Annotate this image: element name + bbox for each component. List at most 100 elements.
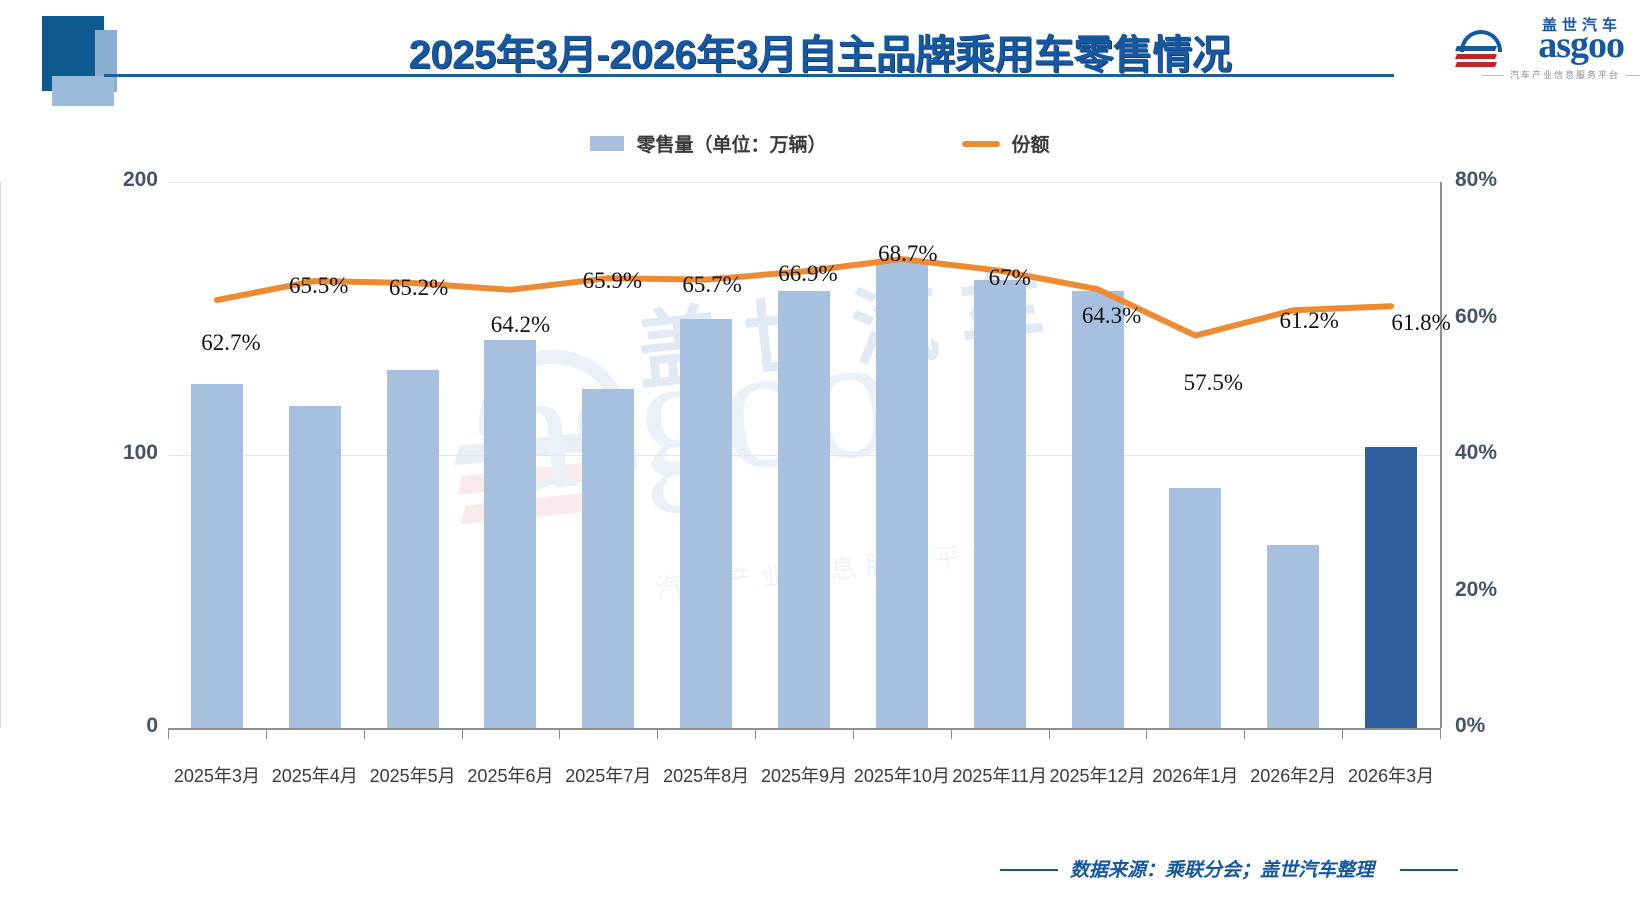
bar-slot: [1342, 182, 1440, 728]
bar[interactable]: [288, 405, 341, 728]
x-axis-label: 2025年11月: [952, 766, 1048, 786]
page-title: 2025年3月-2026年3月自主品牌乘用车零售情况: [408, 33, 1232, 77]
share-data-label: 65.7%: [682, 271, 742, 297]
bar-slot: [364, 182, 462, 728]
bar[interactable]: [1071, 291, 1124, 728]
logo-cn-name: 盖世汽车: [1541, 17, 1622, 34]
share-data-label: 67%: [988, 264, 1031, 290]
share-data-label: 65.5%: [289, 272, 349, 298]
bar-slot: [266, 182, 364, 728]
y-axis-right-tick-label: 20%: [1455, 577, 1498, 601]
x-axis-label: 2026年2月: [1250, 766, 1337, 786]
x-axis-tickmark: [461, 728, 463, 739]
x-axis-label: 2025年8月: [663, 766, 750, 786]
bar[interactable]: [1267, 545, 1320, 728]
share-data-label: 68.7%: [878, 241, 938, 267]
y-axis-left-tick-label: 0: [146, 714, 158, 737]
bar[interactable]: [777, 291, 830, 728]
legend-label-retail-volume: 零售量（单位：万辆）: [636, 135, 827, 156]
share-data-label: 64.3%: [1081, 303, 1142, 329]
y-axis-left-tick-label: 100: [122, 441, 158, 464]
share-line-series: [213, 256, 1395, 339]
x-axis-tickmark: [559, 728, 561, 739]
bar[interactable]: [582, 389, 635, 728]
footer-rule-left: [1000, 869, 1058, 871]
bar[interactable]: [875, 261, 928, 728]
share-line-path: [213, 256, 1395, 339]
x-axis-tickmark: [168, 728, 169, 739]
bar-slot: [1049, 182, 1147, 728]
x-axis-label: 2025年3月: [173, 766, 260, 786]
bar-slot: [462, 182, 560, 728]
share-data-label: 65.2%: [388, 275, 449, 300]
header-decor-light-square: [52, 76, 114, 106]
x-axis-tickmark: [1244, 728, 1246, 739]
share-data-label: 61.8%: [1391, 310, 1451, 336]
footer-source: 数据来源：乘联分会；盖世汽车整理: [1070, 860, 1375, 881]
bar[interactable]: [190, 384, 243, 728]
x-axis-tickmark: [1440, 728, 1441, 739]
legend-bar-swatch-icon: [590, 136, 625, 151]
bar-slot: [1146, 182, 1244, 728]
x-axis-tickmark: [657, 728, 659, 739]
bar-slot: [168, 182, 266, 728]
legend-line-swatch-icon: [961, 140, 1000, 147]
gasgoo-logo: 盖世汽车 asgoo 汽车产业信息服务平台: [1454, 12, 1640, 84]
x-axis-label: 2025年9月: [760, 766, 848, 786]
x-axis-label: 2026年3月: [1348, 766, 1435, 786]
share-data-label: 62.7%: [201, 330, 261, 356]
legend-item-share[interactable]: 份额: [961, 130, 1050, 157]
x-axis-tickmark: [852, 728, 854, 739]
x-axis-tickmark: [1342, 728, 1344, 739]
x-axis-tickmark: [363, 728, 365, 739]
x-axis-line: [168, 728, 1441, 730]
x-axis-tickmark: [1146, 728, 1148, 739]
bar-slot: [853, 182, 951, 728]
x-axis-label: 2025年5月: [369, 766, 456, 786]
legend-label-share: 份额: [1011, 135, 1050, 156]
bar-slot: [559, 182, 657, 728]
share-data-label: 61.2%: [1279, 308, 1339, 334]
chart-legend: 零售量（单位：万辆） 份额: [0, 130, 1640, 157]
header-rule: [104, 74, 1394, 77]
x-axis-labels: 2025年3月 2025年4月 2025年5月 2025年6月 2025年7月 2025年…: [168, 762, 1440, 792]
x-axis-tickmark: [755, 728, 757, 739]
y-axis-right-tick-label: 60%: [1455, 304, 1498, 328]
x-axis-label: 2025年7月: [565, 766, 652, 786]
y-axis-right-tick-label: 40%: [1455, 441, 1498, 464]
y-axis-right-tick-label: 0%: [1455, 714, 1486, 737]
bar-slot: [755, 182, 853, 728]
share-data-label: 65.9%: [582, 268, 643, 294]
share-data-label: 66.9%: [778, 261, 838, 287]
bar[interactable]: [1169, 487, 1222, 728]
bar[interactable]: [680, 318, 733, 728]
bar[interactable]: [1365, 446, 1418, 728]
logo-wordmark: asgoo: [1538, 24, 1625, 66]
x-axis-tickmark: [1048, 728, 1050, 739]
share-data-label: 57.5%: [1183, 369, 1244, 395]
bar-series: [168, 182, 1440, 728]
x-axis-label: 2026年1月: [1152, 766, 1239, 786]
x-axis-tickmark: [950, 728, 952, 739]
x-axis-label: 2025年6月: [467, 766, 554, 786]
bar[interactable]: [386, 370, 439, 728]
bar[interactable]: [484, 340, 537, 728]
x-axis-label: 2025年10月: [853, 766, 950, 786]
x-axis-label: 2025年4月: [271, 766, 358, 786]
logo-stripes-icon: [1455, 46, 1502, 70]
bar-slot: [1244, 182, 1342, 728]
y-axis-left-tick-label: 200: [122, 168, 158, 191]
gridline: [168, 182, 1440, 183]
logo-tagline: 汽车产业信息服务平台: [1481, 70, 1640, 80]
bar-slot: [657, 182, 755, 728]
bar-slot: [951, 182, 1049, 728]
x-axis-tickmark: [265, 728, 267, 739]
share-data-label: 64.2%: [490, 311, 551, 337]
y-axis-left-line: [0, 182, 1, 728]
y-axis-right-line: [1440, 182, 1442, 728]
footer-rule-right: [1400, 869, 1458, 871]
x-axis-label: 2025年12月: [1049, 766, 1146, 786]
legend-item-retail-volume[interactable]: 零售量（单位：万辆）: [590, 130, 827, 157]
bar[interactable]: [973, 280, 1026, 728]
